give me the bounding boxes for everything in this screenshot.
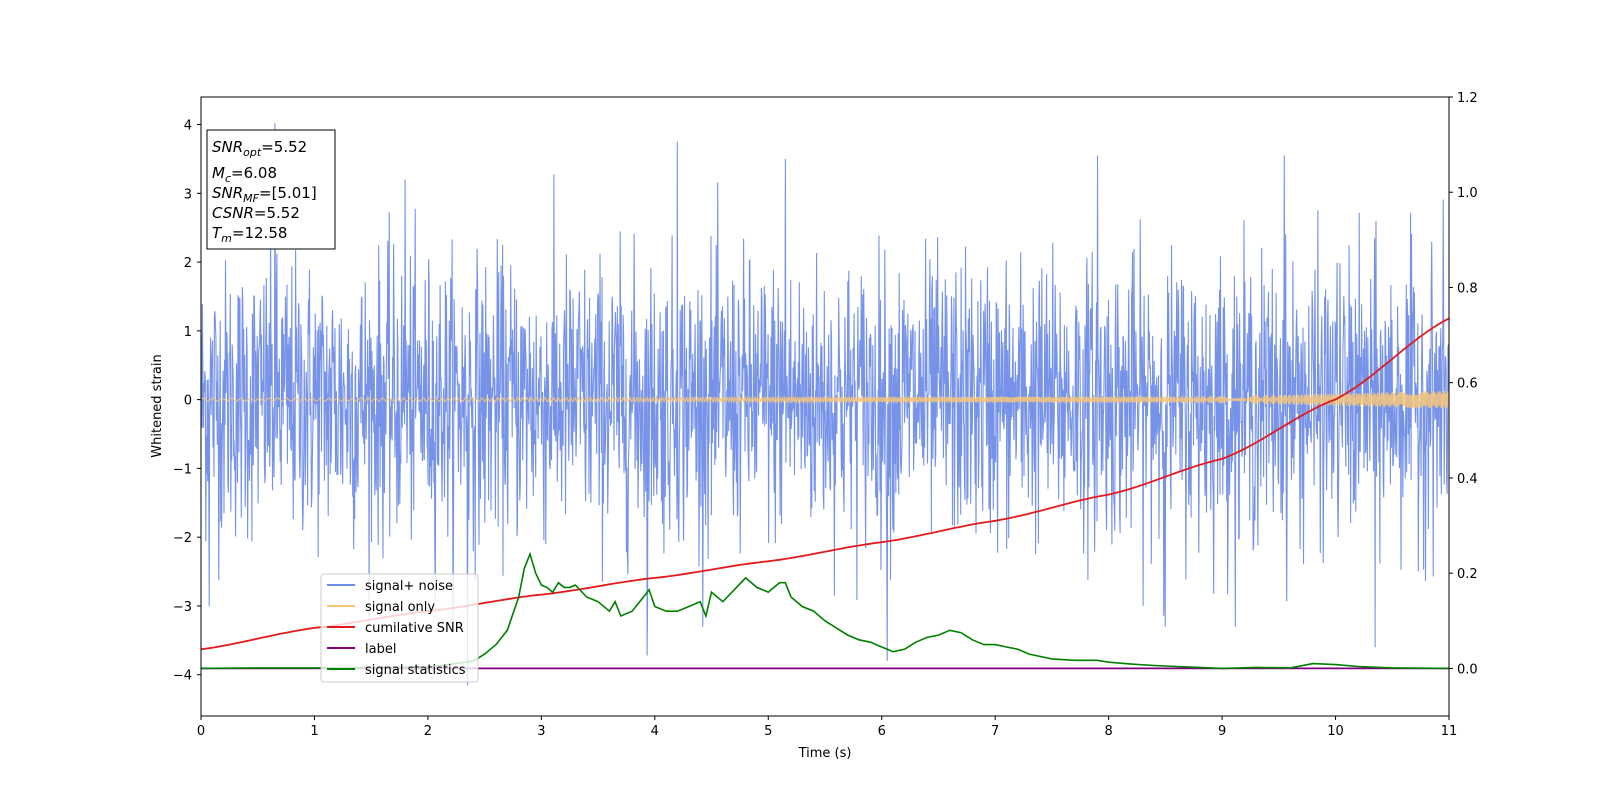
legend: signal+ noise signal only cumilative SNR… [320, 573, 479, 683]
legend-label-signal-only: signal only [365, 600, 435, 615]
plot-frame [200, 96, 1450, 717]
y-right-tick-label: 1.2 [1457, 91, 1478, 106]
y-axis-label: Whitened strain [150, 354, 165, 457]
x-tick-label: 3 [537, 724, 545, 739]
y-tick-label: 0 [184, 394, 192, 409]
x-tick-label: 8 [1104, 724, 1112, 739]
y-right-tick-label: 0.8 [1457, 281, 1478, 296]
series-signal-statistics [201, 551, 1449, 670]
info-tm: Tm=12.58 [212, 224, 287, 245]
info-box: SNRopt=5.52 Mc=6.08 SNRMF=[5.01] CSNR=5.… [206, 129, 336, 250]
y-right-tick-label: 0.2 [1457, 567, 1478, 582]
x-tick-label: 5 [764, 724, 772, 739]
y-right-tick-label: 0.0 [1457, 662, 1478, 677]
info-mc: Mc=6.08 [212, 164, 277, 185]
info-csnr: CSNR=5.52 [212, 204, 300, 222]
signal-only-line [201, 390, 1449, 409]
y-tick-label: 2 [184, 256, 192, 271]
series-signal-plus-noise [201, 123, 1449, 686]
y-tick-label: 3 [184, 187, 192, 202]
y-right-tick-label: 0.4 [1457, 472, 1478, 487]
y-tick-label: −4 [173, 669, 192, 684]
y-tick-label: 1 [184, 325, 192, 340]
y-tick-label: −1 [173, 462, 192, 477]
legend-label-label: label [365, 642, 396, 657]
y-right-tick-label: 1.0 [1457, 186, 1478, 201]
series-signal-only [201, 390, 1449, 409]
y-tick-label: 4 [184, 119, 192, 134]
y-tick-label: −3 [173, 600, 192, 615]
info-box-frame [206, 129, 336, 250]
x-tick-label: 0 [197, 724, 205, 739]
info-snr-mf: SNRMF=[5.01] [212, 184, 317, 205]
signal-statistics-line [201, 551, 1449, 670]
x-tick-label: 10 [1327, 724, 1344, 739]
legend-label-cumulative-snr: cumilative SNR [365, 621, 464, 636]
x-tick-label: 9 [1218, 724, 1226, 739]
y-right-tick-label: 0.6 [1457, 377, 1478, 392]
y-axis-left: 4 3 2 1 0 −1 −2 −3 −4 [173, 119, 201, 684]
info-snr-opt: SNRopt=5.52 [212, 138, 307, 159]
legend-label-signal-statistics: signal statistics [365, 663, 466, 678]
y-tick-label: −2 [173, 531, 192, 546]
x-tick-label: 2 [424, 724, 432, 739]
x-tick-label: 7 [991, 724, 999, 739]
x-axis-label: Time (s) [798, 746, 852, 761]
signal-plus-noise-line [201, 123, 1449, 686]
x-axis: 0 1 2 3 4 5 6 7 8 9 10 11 [197, 716, 1457, 739]
x-tick-label: 4 [651, 724, 659, 739]
x-tick-label: 6 [878, 724, 886, 739]
x-tick-label: 1 [310, 724, 318, 739]
legend-label-signal-plus-noise: signal+ noise [365, 579, 453, 594]
x-tick-label: 11 [1441, 724, 1458, 739]
legend-frame [320, 573, 479, 683]
y-axis-right: 1.2 1.0 0.8 0.6 0.4 0.2 0.0 [1449, 91, 1478, 677]
